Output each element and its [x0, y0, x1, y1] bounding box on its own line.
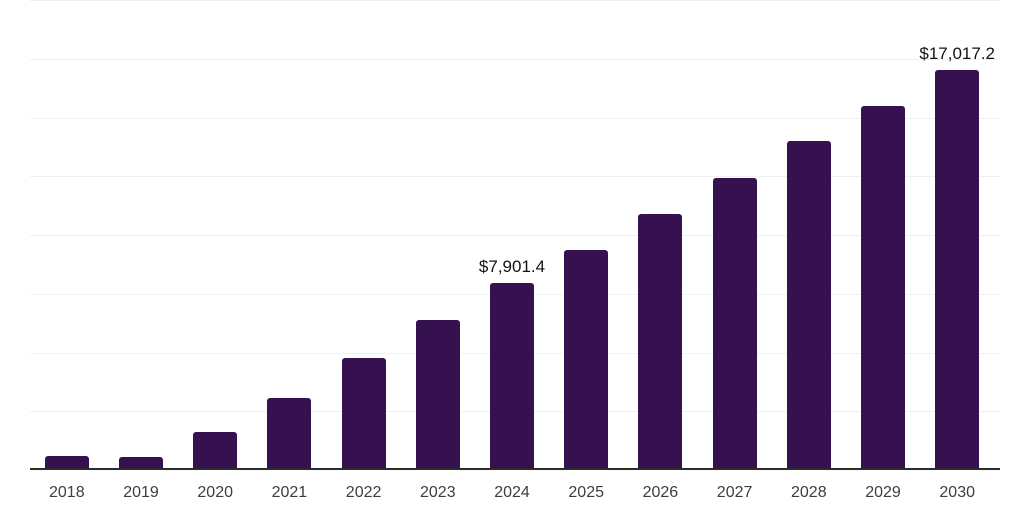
bar-2021: [267, 398, 312, 468]
bar-2018: [44, 455, 89, 468]
bar-2026: [638, 213, 683, 468]
data-label-2024: $7,901.4: [478, 257, 546, 277]
data-label-2030: $17,017.2: [919, 43, 996, 63]
gridline: [30, 235, 1000, 236]
x-tick-2018: 2018: [49, 484, 85, 501]
bar-2027: [712, 177, 757, 468]
bar-2020: [193, 432, 238, 468]
bar-2030: [935, 69, 980, 468]
bar-2028: [786, 141, 831, 468]
x-tick-2025: 2025: [568, 484, 604, 501]
bar-2023: [415, 320, 460, 468]
x-tick-2019: 2019: [123, 484, 159, 501]
bar-2025: [564, 249, 609, 468]
bar-2019: [119, 456, 163, 468]
x-tick-2030: 2030: [939, 484, 975, 501]
x-tick-2021: 2021: [271, 484, 308, 501]
x-tick-2029: 2029: [865, 484, 901, 501]
x-tick-2020: 2020: [197, 484, 233, 501]
x-tick-2027: 2027: [716, 484, 753, 501]
gridline: [30, 117, 1000, 119]
gridline: [30, 0, 1000, 1]
x-tick-2026: 2026: [642, 484, 679, 501]
plot-area: $7,901.4 $17,017.2: [30, 0, 1000, 470]
x-tick-2024: 2024: [494, 484, 530, 501]
x-tick-2023: 2023: [420, 484, 456, 501]
bar-2022: [341, 358, 386, 468]
bar-2024: [490, 283, 534, 468]
gridline: [30, 58, 1000, 60]
x-tick-2022: 2022: [345, 484, 382, 501]
x-tick-2028: 2028: [791, 484, 827, 501]
gridline: [30, 176, 1000, 178]
bar-2029: [861, 105, 905, 468]
